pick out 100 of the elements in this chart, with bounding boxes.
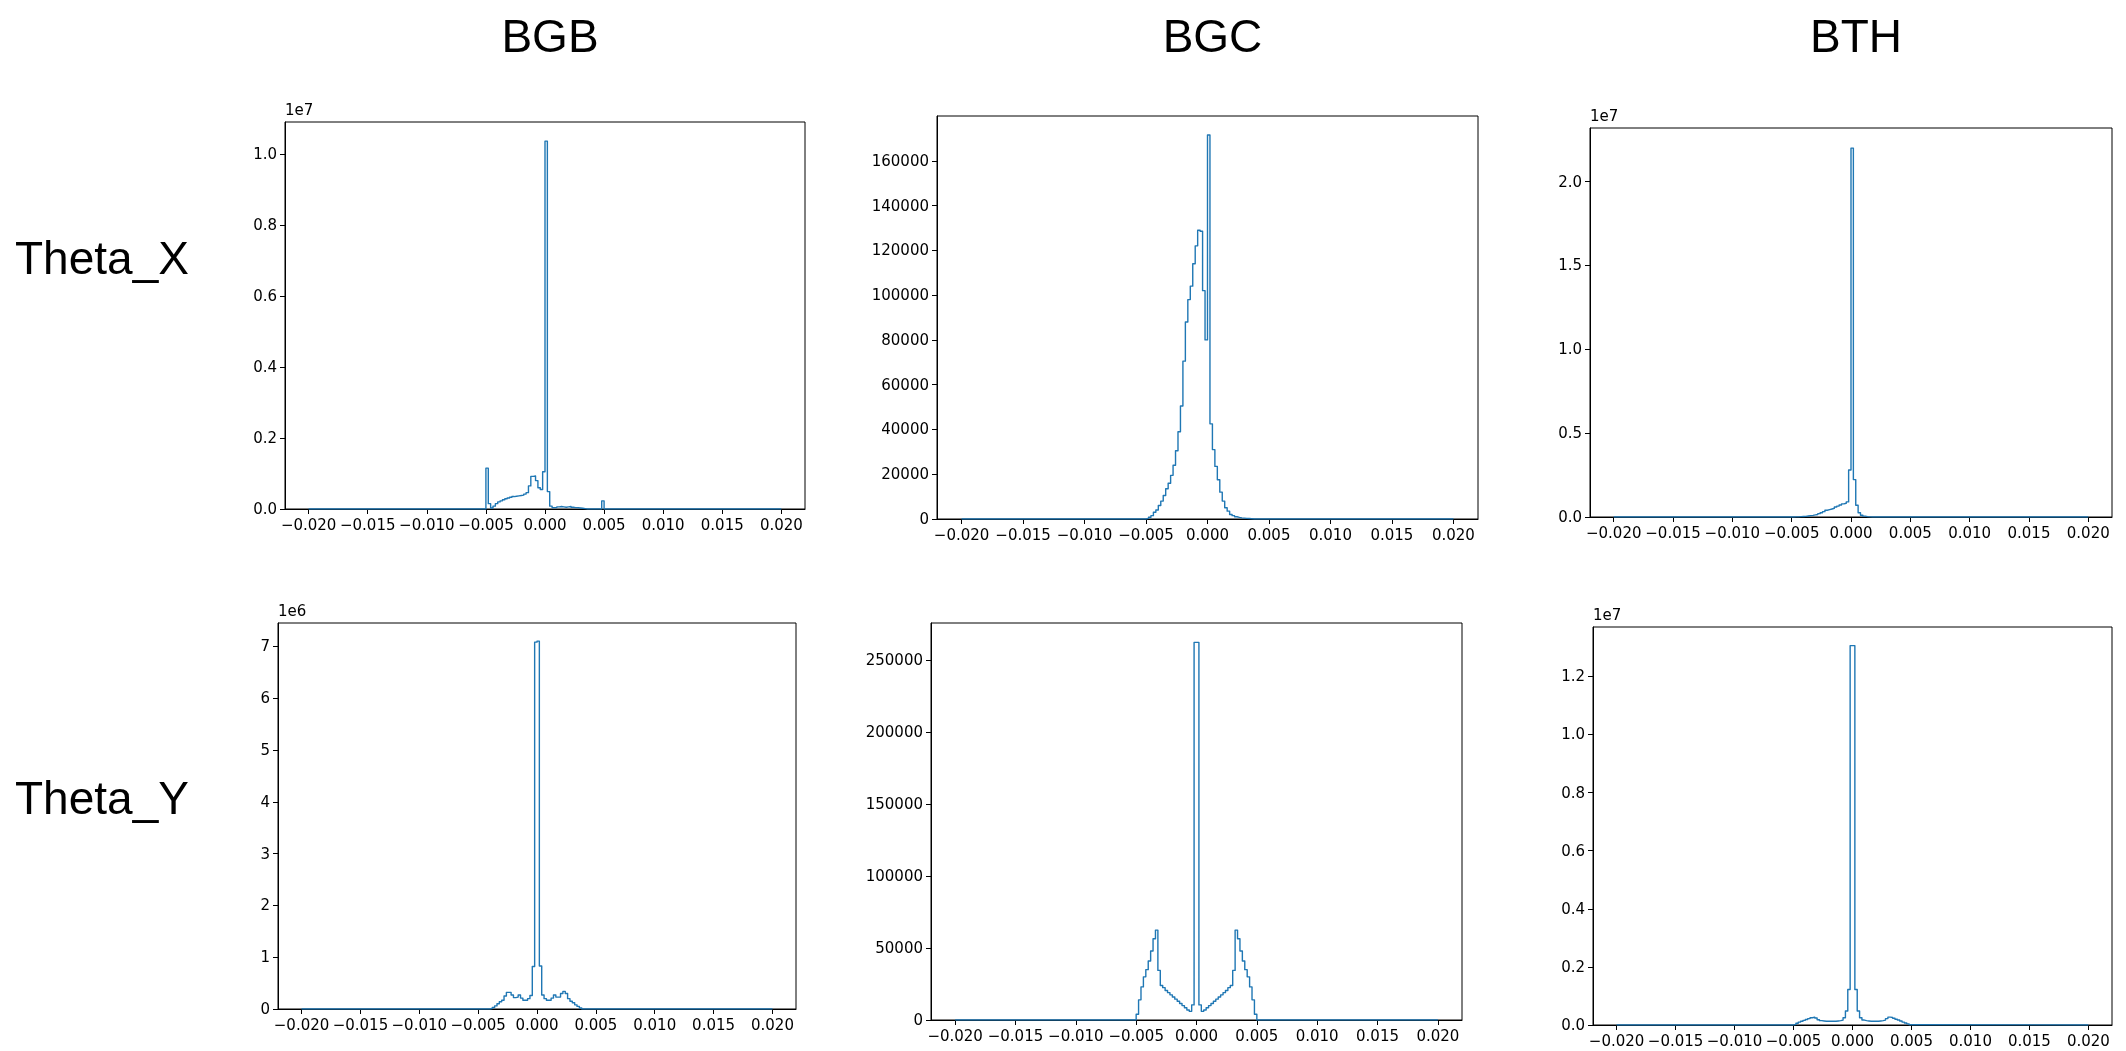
y-tick-label: 200000 <box>865 723 923 742</box>
x-tick-label: −0.020 <box>927 1026 983 1045</box>
x-tick-label: 0.000 <box>515 1015 559 1034</box>
y-tick-label: 0.4 <box>253 357 277 376</box>
x-tick-label: 0.005 <box>1888 523 1932 542</box>
x-tick-label: 0.020 <box>1431 525 1475 544</box>
y-tick-label: 2.0 <box>1558 172 1582 191</box>
y-tick-label: 250000 <box>865 651 923 670</box>
x-tick-label: −0.015 <box>339 515 396 534</box>
x-tick-label: 0.020 <box>759 515 803 534</box>
x-tick-label: 0.010 <box>641 515 685 534</box>
y-tick-label: 100000 <box>871 286 929 305</box>
x-tick-label: 0.010 <box>633 1015 677 1034</box>
x-tick-label: −0.005 <box>1765 1031 1822 1050</box>
x-tick-label: −0.005 <box>1108 1026 1164 1045</box>
y-tick-label: 0.4 <box>1561 899 1585 918</box>
x-tick-label: 0.020 <box>750 1015 794 1034</box>
x-tick-label: −0.015 <box>332 1015 389 1034</box>
y-tick-label: 1 <box>260 948 270 967</box>
y-tick-label: 150000 <box>865 795 923 814</box>
x-tick-label: 0.005 <box>574 1015 618 1034</box>
x-tick-label: −0.020 <box>273 1015 330 1034</box>
chart-title: BGC <box>1162 10 1263 62</box>
x-tick-label: 0.005 <box>1247 525 1291 544</box>
y-tick-label: 3 <box>260 844 270 863</box>
x-tick-label: 0.010 <box>1308 525 1352 544</box>
text: 1e7 <box>1593 605 1622 624</box>
x-tick-label: −0.010 <box>399 515 455 534</box>
x-tick-label: 0.015 <box>2007 523 2051 542</box>
y-tick-label: 1.5 <box>1558 256 1582 275</box>
y-tick-label: 0.0 <box>1561 1016 1585 1034</box>
y-tick-label: 5 <box>260 740 270 759</box>
y-axis-title: Theta_Y <box>15 772 189 824</box>
y-tick-label: 160000 <box>871 151 929 170</box>
x-tick-label: 0.015 <box>700 515 744 534</box>
y-tick-label: 0.0 <box>1558 508 1582 526</box>
y-tick-label: 0.5 <box>1558 424 1582 443</box>
y-tick-label: 1.2 <box>1561 667 1585 686</box>
x-tick-label: −0.015 <box>1645 523 1701 542</box>
x-tick-label: −0.015 <box>1647 1031 1704 1050</box>
y-tick-label: 120000 <box>871 241 929 260</box>
x-tick-label: −0.005 <box>1118 525 1174 544</box>
y-tick-label: 6 <box>260 689 270 708</box>
x-tick-label: −0.005 <box>1763 523 1820 542</box>
x-tick-label: −0.010 <box>1048 1026 1104 1045</box>
x-tick-label: −0.010 <box>1706 1031 1763 1050</box>
y-tick-label: 0.6 <box>1561 841 1585 860</box>
y-tick-label: 0.0 <box>253 500 277 518</box>
x-tick-label: −0.020 <box>933 525 990 544</box>
x-tick-label: 0.000 <box>1831 1031 1874 1050</box>
x-tick-label: 0.010 <box>1948 523 1992 542</box>
y-tick-label: 0 <box>260 1000 270 1018</box>
y-axis-title: Theta_X <box>15 232 189 284</box>
x-tick-label: −0.010 <box>1056 525 1113 544</box>
x-tick-label: −0.010 <box>1704 523 1761 542</box>
y-tick-label: 0.6 <box>253 286 277 305</box>
chart-title: BTH <box>1810 10 1902 62</box>
y-tick-label: 0.2 <box>253 428 277 447</box>
x-tick-label: 0.020 <box>1416 1026 1460 1045</box>
x-tick-label: 0.015 <box>1356 1026 1399 1045</box>
x-tick-label: 0.015 <box>2007 1031 2051 1050</box>
y-tick-label: 7 <box>260 637 270 656</box>
y-tick-label: 0.2 <box>1561 957 1585 976</box>
y-tick-label: 140000 <box>871 196 929 215</box>
y-tick-label: 4 <box>260 792 270 811</box>
y-tick-label: 1.0 <box>1561 725 1585 744</box>
y-tick-label: 40000 <box>881 420 929 439</box>
x-tick-label: 0.015 <box>1370 525 1414 544</box>
chart-title: BGB <box>501 10 599 62</box>
y-tick-label: 80000 <box>881 330 929 349</box>
x-tick-label: 0.020 <box>2066 523 2110 542</box>
x-tick-label: −0.015 <box>995 525 1051 544</box>
x-tick-label: 0.005 <box>1235 1026 1279 1045</box>
y-tick-label: 2 <box>260 896 270 915</box>
y-tick-label: 20000 <box>881 465 929 484</box>
x-tick-label: −0.010 <box>391 1015 448 1034</box>
x-tick-label: 0.005 <box>582 515 626 534</box>
x-tick-label: 0.000 <box>523 515 567 534</box>
y-tick-label: 0 <box>913 1011 923 1029</box>
x-tick-label: 0.020 <box>2066 1031 2110 1050</box>
y-tick-label: 1.0 <box>1558 340 1582 359</box>
x-tick-label: 0.005 <box>1890 1031 1933 1050</box>
x-tick-label: 0.010 <box>1948 1031 1992 1050</box>
x-tick-label: 0.015 <box>692 1015 736 1034</box>
x-tick-label: −0.020 <box>1585 523 1642 542</box>
y-tick-label: 0.8 <box>1561 783 1585 802</box>
y-tick-label: 100000 <box>865 867 923 886</box>
text: 1e6 <box>278 601 307 620</box>
x-tick-label: 0.010 <box>1295 1026 1339 1045</box>
y-tick-label: 0 <box>919 510 929 528</box>
y-tick-label: 0.8 <box>253 215 277 234</box>
x-tick-label: −0.020 <box>280 515 337 534</box>
x-tick-label: −0.020 <box>1588 1031 1645 1050</box>
x-tick-label: −0.005 <box>458 515 514 534</box>
y-tick-label: 50000 <box>875 939 923 958</box>
text: 1e7 <box>285 100 314 119</box>
x-tick-label: 0.000 <box>1186 525 1229 544</box>
y-tick-label: 1.0 <box>253 144 277 163</box>
text: 1e7 <box>1590 106 1619 125</box>
x-tick-label: 0.000 <box>1829 523 1873 542</box>
